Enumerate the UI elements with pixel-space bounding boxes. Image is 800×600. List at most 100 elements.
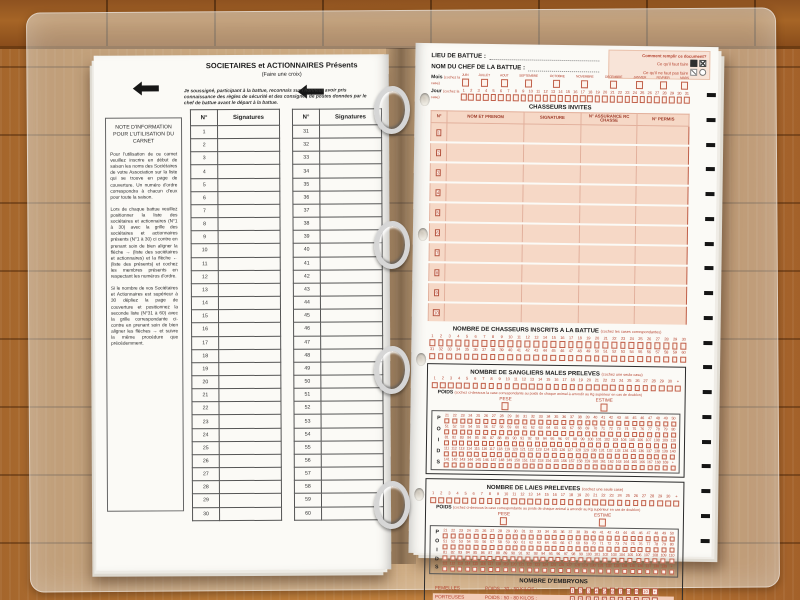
signature-row: 30 [192, 506, 282, 521]
check-cell: 115 [474, 447, 479, 458]
poids-grid-rows: 21 22 23 24 25 26 27 28 29 30 31 32 33 34 35 36 37 38 39 40… [442, 528, 675, 575]
checkbox [629, 442, 635, 449]
checkbox [623, 431, 629, 438]
checkbox [447, 382, 454, 389]
checkbox [480, 382, 486, 390]
check-cell: 23 [459, 414, 465, 425]
note-paragraph: Pour l'utilisation de ce carnet veuillez… [110, 151, 178, 200]
check-cell: 55 [637, 349, 643, 363]
check-cell: 13 [533, 334, 539, 348]
check-cell: 73 [614, 542, 620, 553]
check-cell: 4 [483, 87, 489, 101]
checkbox [611, 342, 618, 349]
checkbox [520, 534, 526, 540]
timing-mark [703, 315, 713, 320]
check-cell: 53 [458, 540, 464, 550]
checkbox [584, 499, 590, 506]
note-paragraph: Si le nombre de vos Sociétaires et Actio… [110, 285, 179, 346]
check-cell: 29 [657, 494, 663, 507]
checkbox [590, 568, 596, 574]
check-cell: 95 [547, 552, 554, 563]
checkbox [551, 545, 557, 552]
checkbox [608, 464, 614, 471]
check-cell: 6 [472, 334, 479, 347]
checkbox [524, 340, 531, 348]
timing-mark [701, 489, 711, 494]
check-cell: 5 [464, 376, 470, 390]
check-cell: 15 [550, 335, 557, 348]
check-cell: 138 [653, 565, 659, 575]
signature-row: 2 [190, 138, 280, 153]
check-cell: 22 [602, 378, 608, 391]
check-cell: 4 [455, 333, 461, 347]
check-cell: 43 [616, 416, 622, 427]
checkbox [534, 441, 540, 448]
checkbox [557, 441, 563, 448]
check-cell: 116 [481, 447, 487, 458]
check-cell: 7 [505, 88, 511, 101]
checkbox [489, 353, 496, 361]
check-cell: 5 [462, 491, 469, 505]
check-cell: 20 [584, 493, 590, 506]
checkbox [591, 453, 597, 459]
check-cell: 105 [629, 438, 635, 449]
checkbox [467, 418, 473, 425]
checkbox [506, 463, 512, 469]
checkbox [500, 78, 508, 87]
signature-cell [218, 375, 281, 389]
check-cell: 39 [584, 416, 590, 426]
checkbox [622, 535, 628, 542]
signature-cell [218, 322, 281, 337]
checkbox [581, 79, 589, 88]
empty-circle-icon [699, 68, 707, 76]
signature-row: 44 [293, 295, 383, 310]
checkbox [612, 442, 618, 449]
checkbox [608, 431, 614, 438]
checkbox [498, 418, 505, 425]
checkbox [495, 566, 501, 573]
check-cell: 38 [575, 531, 581, 541]
checkbox [438, 497, 444, 504]
checkbox [504, 383, 511, 390]
signature-cell [218, 283, 281, 297]
check-cell: 45 [631, 416, 637, 427]
check-cell: 57 [654, 350, 661, 363]
check-cell: 118 [497, 447, 502, 458]
checkbox [654, 356, 661, 363]
check-cell: 119 [503, 563, 508, 573]
checkbox [505, 534, 511, 540]
checkbox [561, 419, 567, 426]
check-cell: 29 [672, 336, 678, 350]
checkbox [475, 462, 481, 469]
check-cell: 40 [507, 348, 513, 361]
check-cell: 156 [561, 459, 567, 470]
checkbox [569, 430, 575, 437]
check-cell: 96 [555, 552, 561, 563]
mois-label: Mois (cochez la case) [430, 74, 461, 85]
checkbox [496, 382, 503, 390]
check-cell: 38 [489, 347, 496, 361]
check-cell: 16 [553, 377, 559, 391]
checkbox [572, 442, 578, 448]
check-cell: 95 [549, 437, 555, 448]
signature-cell [217, 177, 280, 192]
checkbox [655, 421, 661, 427]
timing-mark [705, 216, 715, 221]
check-cell: 18 [567, 492, 574, 506]
check-cell: 10 [527, 88, 534, 102]
check-cell: 21 [593, 378, 600, 391]
signature-row: 31 [292, 124, 382, 139]
checkbox [526, 567, 532, 573]
signature-row: 43 [293, 282, 383, 297]
checkbox [537, 463, 543, 470]
pese-checkbox: PESE [498, 511, 510, 526]
checkbox [637, 568, 643, 575]
timing-mark [700, 513, 711, 519]
checkbox [472, 382, 478, 390]
checkbox [602, 557, 608, 564]
check-cell: 152 [530, 459, 535, 469]
check-cell: + [675, 379, 681, 393]
checkbox [576, 499, 582, 506]
check-cell: OCTOBRE [548, 74, 566, 88]
checkbox [533, 340, 539, 348]
